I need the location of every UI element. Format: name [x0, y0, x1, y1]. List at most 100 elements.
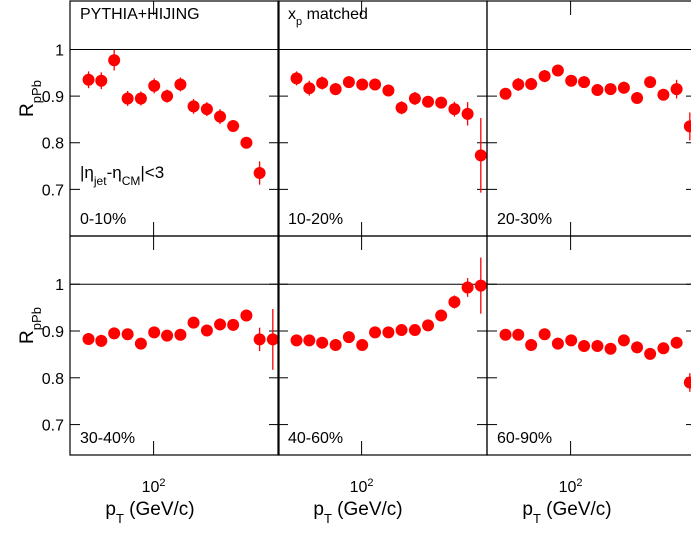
marker: [356, 78, 369, 91]
marker: [342, 76, 355, 89]
y-axis-label: RpPb: [17, 80, 44, 117]
marker: [683, 120, 691, 133]
marker: [253, 167, 266, 180]
x-tick-label: 102: [559, 477, 583, 496]
marker: [148, 79, 161, 92]
centrality-label: 20-30%: [497, 211, 552, 228]
marker: [95, 334, 108, 347]
marker: [578, 339, 591, 352]
y-tick-label: 1: [55, 42, 64, 59]
centrality-label: 0-10%: [80, 211, 126, 228]
marker: [395, 324, 408, 337]
marker: [329, 339, 342, 352]
marker: [644, 76, 657, 89]
marker: [382, 326, 395, 339]
marker: [657, 342, 670, 355]
annotation-part: jet: [93, 174, 107, 188]
marker: [240, 136, 253, 149]
marker: [525, 339, 538, 352]
x-tick-label-base: 10: [559, 479, 577, 496]
x-axis-label-part: (GeV/c): [541, 499, 612, 520]
marker: [474, 149, 487, 162]
marker: [408, 92, 421, 105]
marker: [422, 319, 435, 332]
x-tick-label-base: 10: [350, 479, 368, 496]
x-tick-label-base: 10: [142, 479, 160, 496]
marker: [253, 333, 266, 346]
marker: [395, 101, 408, 114]
x-axis-label-part: T: [533, 511, 541, 526]
marker: [382, 84, 395, 97]
annotation-part: |<3: [140, 163, 164, 182]
marker: [683, 376, 691, 389]
panel-title: xp matched: [288, 6, 368, 28]
y-tick-label: 0.8: [42, 371, 64, 388]
marker: [82, 73, 95, 86]
x-axis-label: pT (GeV/c): [522, 499, 611, 526]
panel-title-part: matched: [302, 6, 368, 23]
marker: [227, 119, 240, 132]
panel-title-part: x: [288, 6, 296, 23]
marker: [303, 334, 316, 347]
centrality-label: 10-20%: [288, 211, 343, 228]
x-tick-label-exponent: 2: [159, 477, 165, 489]
marker: [290, 334, 303, 347]
marker: [435, 96, 448, 109]
marker: [82, 332, 95, 345]
marker: [604, 342, 617, 355]
marker: [240, 309, 253, 322]
marker: [538, 328, 551, 341]
marker: [657, 88, 670, 101]
marker: [108, 327, 121, 340]
marker: [303, 82, 316, 95]
panel-title-part: p: [296, 16, 302, 28]
marker: [200, 103, 213, 116]
y-tick-label: 0.7: [42, 182, 64, 199]
marker: [591, 84, 604, 97]
marker: [200, 324, 213, 337]
y-tick-label: 1: [55, 277, 64, 294]
centrality-label: 60-90%: [497, 430, 552, 447]
marker: [499, 87, 512, 100]
marker: [670, 83, 683, 96]
marker: [461, 281, 474, 294]
marker: [512, 328, 525, 341]
x-axis-label-part: (GeV/c): [124, 499, 195, 520]
marker: [161, 90, 174, 103]
marker: [538, 70, 551, 83]
marker: [631, 91, 644, 104]
annotation-part: |η: [80, 163, 94, 182]
y-tick-label: 0.9: [42, 324, 64, 341]
marker: [525, 77, 538, 90]
x-axis-label-part: (GeV/c): [332, 499, 403, 520]
marker: [448, 295, 461, 308]
marker: [617, 81, 630, 94]
marker: [121, 92, 134, 105]
x-axis-label: pT (GeV/c): [105, 499, 194, 526]
y-tick-label: 0.9: [42, 89, 64, 106]
marker: [474, 279, 487, 292]
marker: [435, 309, 448, 322]
annotation-part: CM: [122, 174, 141, 188]
marker: [551, 64, 564, 77]
panel-frame: [486, 0, 691, 237]
marker: [290, 72, 303, 85]
marker: [631, 341, 644, 354]
y-tick-label: 0.8: [42, 136, 64, 153]
x-axis-label-part: p: [522, 499, 533, 520]
panel-frame: [277, 0, 488, 237]
y-axis-label: RpPb: [17, 307, 44, 344]
marker: [95, 74, 108, 87]
marker: [187, 316, 200, 329]
panel-frame: [69, 0, 280, 237]
marker: [565, 74, 578, 87]
x-axis-label-part: T: [116, 511, 124, 526]
marker: [148, 326, 161, 339]
marker: [214, 318, 227, 331]
marker: [604, 83, 617, 96]
marker: [316, 336, 329, 349]
marker: [187, 100, 200, 113]
y-axis-label-part: R: [17, 330, 38, 344]
panel-title: PYTHIA+HIJING: [80, 6, 200, 23]
marker: [499, 328, 512, 341]
